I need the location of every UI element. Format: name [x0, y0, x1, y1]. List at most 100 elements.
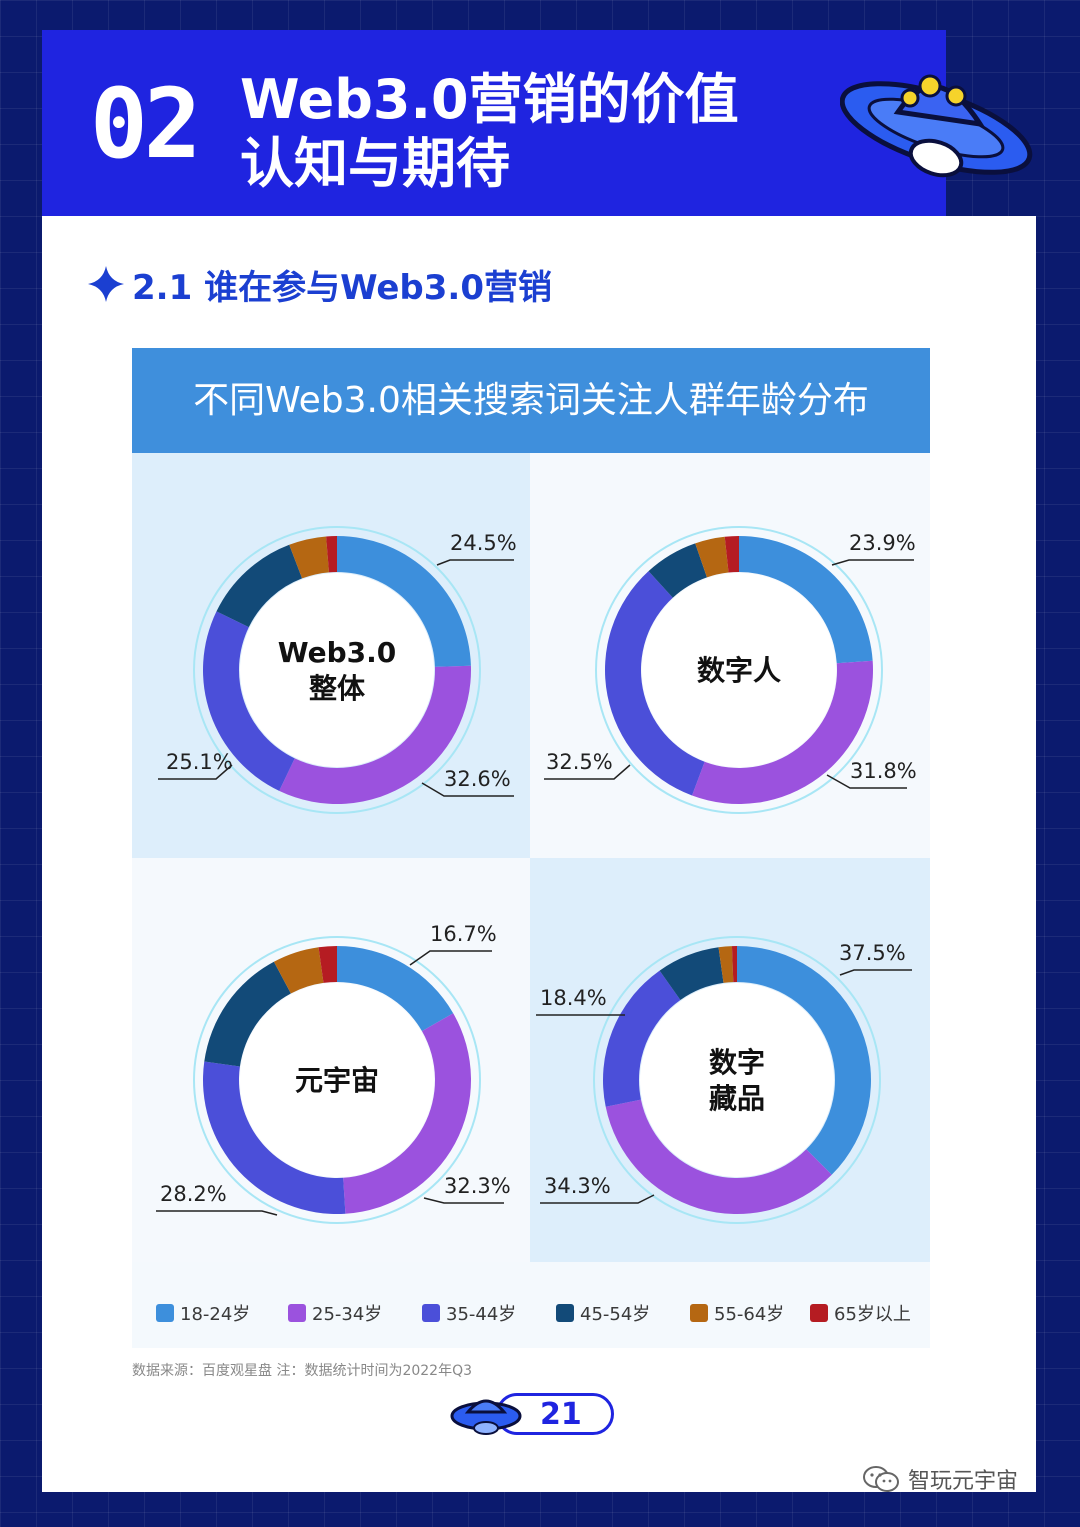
donut-slice — [204, 961, 291, 1067]
donut-slice — [337, 946, 454, 1032]
leader-line — [158, 764, 233, 780]
wechat-icon — [863, 1466, 899, 1492]
donut-slice — [603, 970, 681, 1107]
chart-title: 不同Web3.0相关搜索词关注人群年龄分布 — [193, 380, 869, 421]
legend-label: 25-34岁 — [312, 1304, 383, 1325]
donut-slice — [659, 947, 724, 1000]
donut-center-label: Web3.0 — [278, 636, 397, 669]
legend-label: 18-24岁 — [180, 1304, 251, 1325]
leader-line — [544, 764, 631, 780]
legend-label: 35-44岁 — [446, 1304, 517, 1325]
legend: 18-24岁 25-34岁 35-44岁 45-54岁 55-64岁 65岁以上 — [132, 1262, 930, 1348]
donut-slice — [202, 611, 295, 791]
donut-slice — [739, 536, 873, 664]
donut-chart: 数字人 23.9% 31.8% 32.5% — [544, 526, 917, 814]
data-label: 34.3% — [544, 1174, 611, 1198]
donut-outer-ring — [595, 526, 883, 814]
donut-chart: Web3.0整体 24.5% 32.6% 25.1% — [158, 526, 517, 814]
chart-title-bar: 不同Web3.0相关搜索词关注人群年龄分布 — [132, 348, 930, 453]
legend-swatch — [156, 1304, 174, 1322]
data-label: 18.4% — [540, 986, 607, 1010]
donut-center-label: 整体 — [309, 672, 366, 705]
donut-outer-ring — [193, 936, 481, 1224]
section-title: 2.1 谁在参与Web3.0营销 — [132, 268, 552, 308]
data-label: 25.1% — [166, 750, 233, 774]
donut-center-label: 数字人 — [697, 654, 781, 687]
data-label: 28.2% — [160, 1182, 227, 1206]
data-label: 37.5% — [839, 941, 906, 965]
page-number-pill — [496, 1393, 614, 1435]
donut-slice — [718, 946, 734, 983]
donut-slice — [731, 946, 737, 983]
leader-line — [831, 559, 914, 566]
donut-slice — [737, 946, 871, 1175]
legend-item-35-44: 35-44岁 — [422, 1300, 516, 1326]
donut-center-label: 藏品 — [709, 1082, 765, 1115]
donut-center-label: 数字 — [709, 1046, 765, 1079]
donut-slice — [724, 536, 739, 573]
donut-slice — [605, 571, 705, 796]
donut-outer-ring — [593, 936, 881, 1224]
donut-slice — [279, 665, 471, 804]
legend-swatch — [810, 1304, 828, 1322]
chart-panel: 不同Web3.0相关搜索词关注人群年龄分布 Web3.0 整体 24.5% 32.6%… — [132, 348, 930, 1348]
mini-ufo-icon — [450, 1399, 522, 1435]
page-number: 21 — [540, 1397, 582, 1432]
data-label: 32.3% — [444, 1174, 511, 1198]
legend-item-65-plus: 65岁以上 — [810, 1300, 911, 1326]
chapter-title-line1: Web3.0营销的价值 — [240, 68, 739, 131]
chapter-header: 02 Web3.0营销的价值 认知与期待 — [42, 30, 946, 216]
donut-chart: 元宇宙 16.7% 32.3% 28.2% — [156, 922, 511, 1224]
leader-line — [826, 774, 907, 789]
donut-hole — [240, 983, 434, 1177]
sparkle-icon — [88, 266, 124, 302]
donut-hole — [640, 983, 834, 1177]
legend-item-45-54: 45-54岁 — [556, 1300, 650, 1326]
legend-label: 55-64岁 — [714, 1304, 785, 1325]
data-label: 32.5% — [546, 750, 613, 774]
donut-grid: Web3.0整体 24.5% 32.6% 25.1% 数字人 23.9% 31.8% 32.5… — [132, 453, 930, 1263]
legend-label: 65岁以上 — [834, 1304, 911, 1325]
leader-line — [156, 1210, 278, 1216]
wechat-account-name: 智玩元宇宙 — [908, 1469, 1019, 1494]
donut-slice — [203, 1061, 346, 1214]
data-label: 32.6% — [444, 767, 511, 791]
donut-center-label: 元宇宙 — [295, 1064, 379, 1097]
data-label: 24.5% — [450, 531, 517, 555]
data-label: 16.7% — [430, 922, 497, 946]
donut-slice — [216, 544, 303, 628]
donut-slice — [343, 1013, 471, 1214]
donut-outer-ring — [193, 526, 481, 814]
donut-slice — [273, 947, 324, 994]
data-label: 31.8% — [850, 759, 917, 783]
donut-slice — [695, 536, 729, 578]
leader-line — [839, 969, 912, 976]
legend-item-18-24: 18-24岁 — [156, 1300, 250, 1326]
donut-slice — [692, 660, 873, 804]
donut-hole — [240, 573, 434, 767]
donut-hole — [642, 573, 836, 767]
legend-swatch — [690, 1304, 708, 1322]
legend-swatch — [556, 1304, 574, 1322]
legend-item-25-34: 25-34岁 — [288, 1300, 382, 1326]
donut-slice — [605, 1099, 832, 1214]
donut-slice — [337, 536, 471, 667]
leader-line — [409, 950, 492, 966]
ufo-illustration — [840, 74, 1033, 178]
data-label: 23.9% — [849, 531, 916, 555]
donut-slice — [318, 946, 337, 983]
donut-slice — [289, 536, 330, 579]
leader-line — [421, 782, 514, 797]
legend-swatch — [288, 1304, 306, 1322]
legend-label: 45-54岁 — [580, 1304, 651, 1325]
donut-slice — [326, 536, 337, 573]
chapter-number: 02 — [90, 68, 202, 180]
wechat-watermark: 智玩元宇宙 — [862, 1463, 1018, 1495]
chapter-title-line2: 认知与期待 — [240, 132, 510, 195]
donut-slice — [648, 543, 707, 598]
leader-line — [436, 559, 514, 566]
leader-line — [423, 1197, 504, 1204]
leader-line — [540, 1194, 655, 1204]
data-source-note: 数据来源：百度观星盘 注：数据统计时间为2022年Q3 — [132, 1363, 473, 1379]
